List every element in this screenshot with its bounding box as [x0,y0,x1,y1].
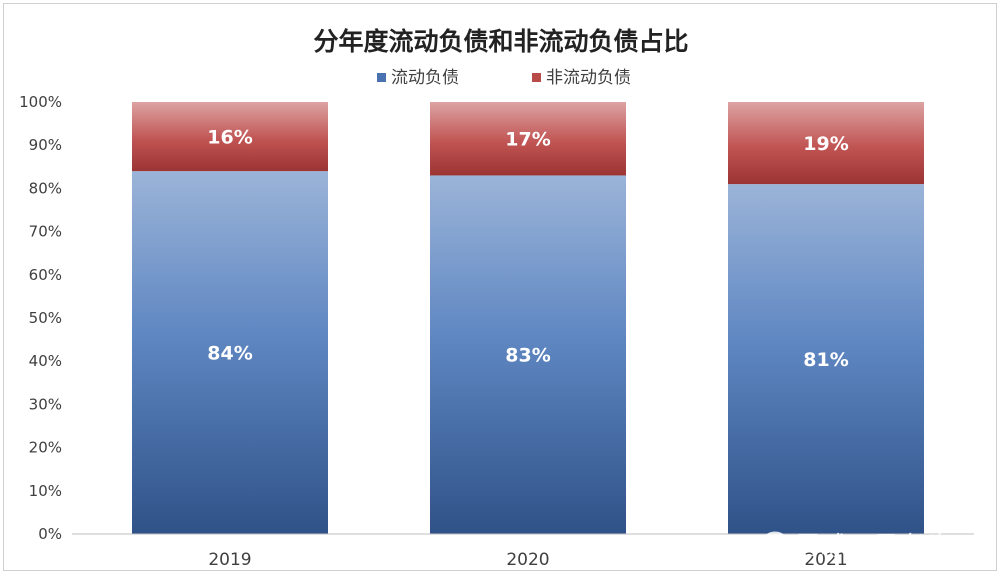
y-tick-label: 90% [29,136,62,154]
bar-segment-2020-current [430,175,626,534]
y-axis: 0% 10% 20% 30% 40% 50% 60% 70% 80% 90% 100% [19,93,62,543]
bar-segment-2021-current [728,184,924,534]
legend-swatch-current-liabilities [377,73,386,82]
x-tick-label: 2019 [208,550,251,570]
x-axis: 2019 2020 2021 [72,533,974,570]
chart-frame: 分年度流动负债和非流动负债占比 流动负债 非流动负债 0% 10% 20% 30% 40… [3,3,997,571]
x-tick-label: 2021 [804,550,847,570]
data-label: 84% [207,343,252,365]
x-tick-label: 2020 [506,550,549,570]
watermark: 雪球：愚老头 [760,531,951,562]
data-label: 81% [803,349,848,371]
y-tick-label: 40% [29,352,62,370]
y-tick-label: 10% [29,482,62,500]
y-tick-label: 100% [19,93,62,111]
y-tick-label: 30% [29,395,62,413]
bar-segment-2019-current [132,171,328,534]
bar-segment-2021-non-current [728,102,924,185]
watermark-text: 雪球：愚老头 [795,532,951,562]
data-label: 19% [803,133,848,155]
legend: 流动负债 非流动负债 [377,68,631,88]
y-tick-label: 80% [29,179,62,197]
y-tick-label: 20% [29,439,62,457]
y-tick-label: 60% [29,266,62,284]
chart-title: 分年度流动负债和非流动负债占比 [313,27,688,56]
legend-swatch-non-current-liabilities [532,73,541,82]
chart: 分年度流动负债和非流动负债占比 流动负债 非流动负债 0% 10% 20% 30% 40… [19,27,974,570]
bars: 84% 16% 83% 17% 81% 19% [132,102,924,534]
data-label: 83% [505,345,550,367]
y-tick-label: 0% [38,525,62,543]
legend-label-current-liabilities: 流动负债 [391,68,459,88]
y-tick-label: 50% [29,309,62,327]
bar-segment-2020-non-current [430,102,626,176]
data-label: 17% [505,129,550,151]
legend-label-non-current-liabilities: 非流动负债 [546,68,631,88]
bar-segment-2019-non-current [132,102,328,172]
data-label: 16% [207,127,252,149]
snowball-logo-icon [760,531,790,561]
y-tick-label: 70% [29,223,62,241]
